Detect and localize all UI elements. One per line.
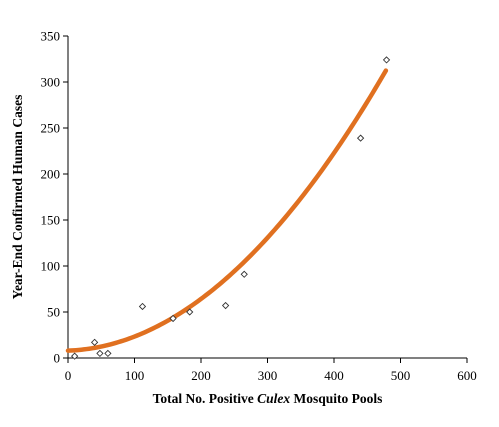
y-tick-label: 150 [41, 213, 61, 228]
data-point-diamond [90, 338, 99, 346]
trendline-curve [65, 68, 389, 353]
x-tick-label: 100 [125, 368, 145, 383]
data-point-diamond [356, 134, 365, 142]
y-tick-label: 350 [41, 29, 61, 44]
trendline-layer [65, 68, 389, 353]
x-axis-title: Total No. Positive Culex Mosquito Pools [153, 391, 383, 406]
x-tick-label: 0 [65, 368, 72, 383]
x-tick-label: 300 [258, 368, 278, 383]
y-tick-label: 100 [41, 259, 61, 274]
x-axis-title-part: Total No. Positive [153, 391, 258, 406]
x-tick-label: 200 [191, 368, 211, 383]
data-point-diamond [221, 301, 230, 310]
labels-layer: 0 50 100 150 200 250 300 350 0 100 200 300 400 500 600… [10, 29, 477, 407]
y-tick-label: 50 [47, 305, 60, 320]
data-point-diamond [240, 270, 248, 278]
data-point-diamond [71, 352, 79, 360]
y-tick-label: 250 [41, 121, 61, 136]
x-tick-label: 600 [457, 368, 477, 383]
y-tick-label: 200 [41, 167, 61, 182]
data-point-diamond [382, 56, 391, 64]
points-layer [71, 56, 391, 360]
x-axis-title-part: Mosquito Pools [290, 391, 382, 406]
y-tick-label: 0 [54, 351, 61, 366]
x-tick-label: 500 [391, 368, 411, 383]
data-point-diamond [104, 349, 112, 358]
data-point-diamond [186, 308, 194, 316]
y-tick-label: 300 [41, 75, 61, 90]
data-point-diamond [138, 302, 147, 311]
axes-layer [63, 35, 468, 363]
data-point-diamond [169, 314, 177, 323]
y-axis-title: Year-End Confirmed Human Cases [10, 95, 25, 300]
data-point-diamond [96, 349, 104, 358]
x-axis-title-italic: Culex [257, 391, 290, 406]
x-tick-label: 400 [324, 368, 344, 383]
